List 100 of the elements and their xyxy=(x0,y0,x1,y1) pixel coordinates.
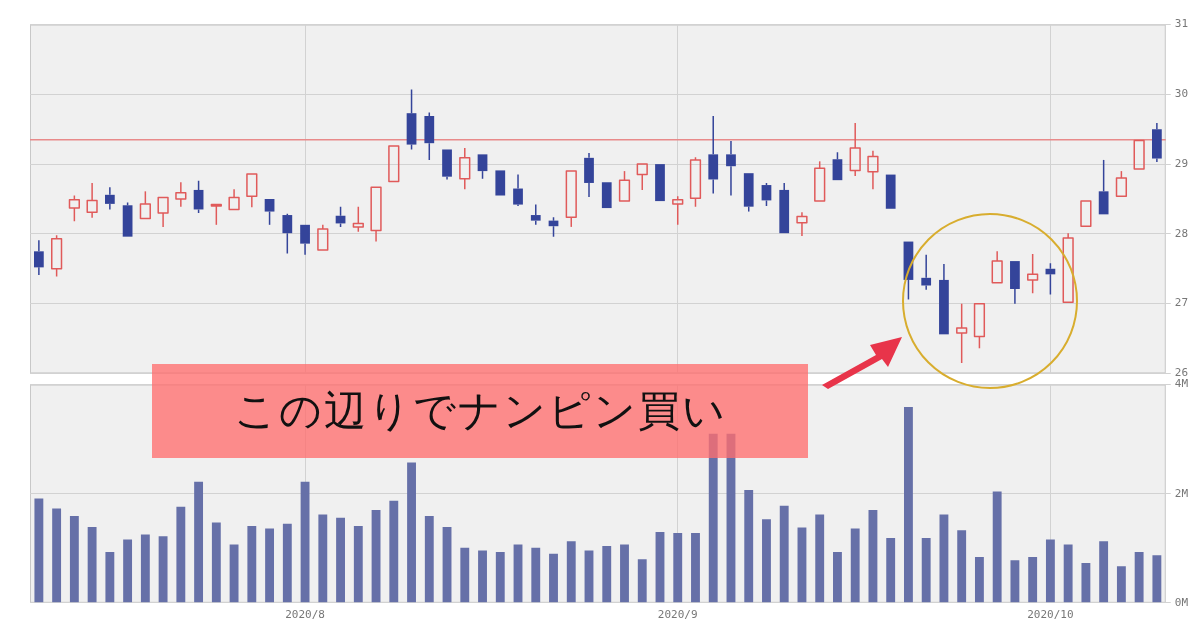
bar xyxy=(992,491,1002,603)
bar xyxy=(886,537,896,603)
bar xyxy=(318,514,328,603)
bar xyxy=(850,528,860,603)
x-tick-label: 2020/9 xyxy=(657,608,698,622)
bar xyxy=(424,516,434,603)
y-tick-label: 26 xyxy=(1174,366,1188,380)
bar xyxy=(673,532,683,603)
y-tick-label: 27 xyxy=(1174,296,1188,310)
candlestick xyxy=(246,173,258,209)
candlestick xyxy=(352,205,364,233)
bar xyxy=(833,552,842,603)
bar xyxy=(1099,541,1109,603)
candlestick xyxy=(991,250,1003,284)
candlestick xyxy=(849,122,861,177)
candlestick xyxy=(175,181,187,208)
candlestick xyxy=(1010,261,1020,305)
candlestick xyxy=(406,88,417,151)
candlestick xyxy=(317,224,329,251)
bar xyxy=(389,500,399,603)
y-tick-label: 4M xyxy=(1174,377,1189,391)
bar xyxy=(300,481,310,603)
bar xyxy=(815,514,825,603)
candlestick xyxy=(157,196,169,228)
bar xyxy=(584,550,594,603)
candlestick xyxy=(33,239,44,276)
bar xyxy=(691,532,700,603)
bar xyxy=(52,508,62,603)
bar xyxy=(1010,560,1020,603)
bar xyxy=(531,547,541,603)
candlestick xyxy=(867,150,879,190)
candlestick xyxy=(530,203,541,226)
bar xyxy=(140,534,150,603)
bar xyxy=(336,517,345,603)
candlestick xyxy=(584,152,594,198)
bar xyxy=(87,526,97,603)
bar xyxy=(123,539,133,603)
y-tick-label: 30 xyxy=(1174,87,1188,101)
candlestick xyxy=(370,186,382,243)
bar xyxy=(957,530,967,603)
bar xyxy=(620,544,629,603)
bar xyxy=(921,537,931,603)
bar xyxy=(637,559,647,603)
bar xyxy=(1081,562,1091,603)
bar xyxy=(1063,544,1073,603)
candlestick xyxy=(726,140,736,197)
bar xyxy=(158,536,168,603)
candlestick xyxy=(1027,253,1039,294)
bar xyxy=(974,556,984,603)
candlestick xyxy=(104,186,115,211)
bar xyxy=(69,516,79,603)
y-tick-label: 0M xyxy=(1174,595,1189,609)
bar xyxy=(1028,556,1038,603)
candlestick xyxy=(921,254,932,291)
bar xyxy=(779,505,789,603)
bar xyxy=(1116,566,1126,603)
bar xyxy=(549,553,558,603)
bar xyxy=(762,519,771,603)
candlestick xyxy=(708,115,719,195)
bar xyxy=(744,489,754,603)
y-tick-label: 2M xyxy=(1174,486,1189,500)
candlestick xyxy=(442,149,452,181)
bar xyxy=(34,498,44,603)
bar xyxy=(194,481,204,603)
bar xyxy=(904,406,913,603)
y-tick-label: 28 xyxy=(1174,226,1188,240)
candlestick xyxy=(86,182,98,219)
candlestick xyxy=(424,111,435,161)
candlestick xyxy=(672,195,684,226)
candlestick xyxy=(300,224,310,256)
bar xyxy=(105,552,115,603)
bar xyxy=(939,514,949,603)
candlestick xyxy=(1152,122,1162,163)
bar xyxy=(229,544,239,603)
bar xyxy=(282,523,292,603)
candlestick xyxy=(210,203,222,226)
bar xyxy=(513,544,523,603)
bar xyxy=(602,546,612,603)
bar xyxy=(868,510,878,603)
bar xyxy=(1134,552,1144,603)
bar xyxy=(442,526,452,603)
bar xyxy=(478,550,487,603)
candlestick xyxy=(939,263,949,335)
bar xyxy=(495,552,505,603)
bar xyxy=(265,528,275,603)
bar xyxy=(211,522,221,603)
y-tick-label: 31 xyxy=(1174,17,1188,31)
bar xyxy=(371,510,381,603)
bar xyxy=(353,525,363,603)
candlestick xyxy=(956,302,968,364)
candlestick xyxy=(796,211,808,237)
candlestick xyxy=(1062,232,1074,303)
x-tick-label: 2020/10 xyxy=(1027,608,1074,622)
bar xyxy=(566,541,576,603)
candlestick xyxy=(636,163,648,191)
y-tick-label: 29 xyxy=(1174,156,1188,170)
candlestick xyxy=(779,182,790,234)
bar xyxy=(247,525,257,603)
candlestick xyxy=(1098,159,1109,215)
bar xyxy=(407,462,416,603)
